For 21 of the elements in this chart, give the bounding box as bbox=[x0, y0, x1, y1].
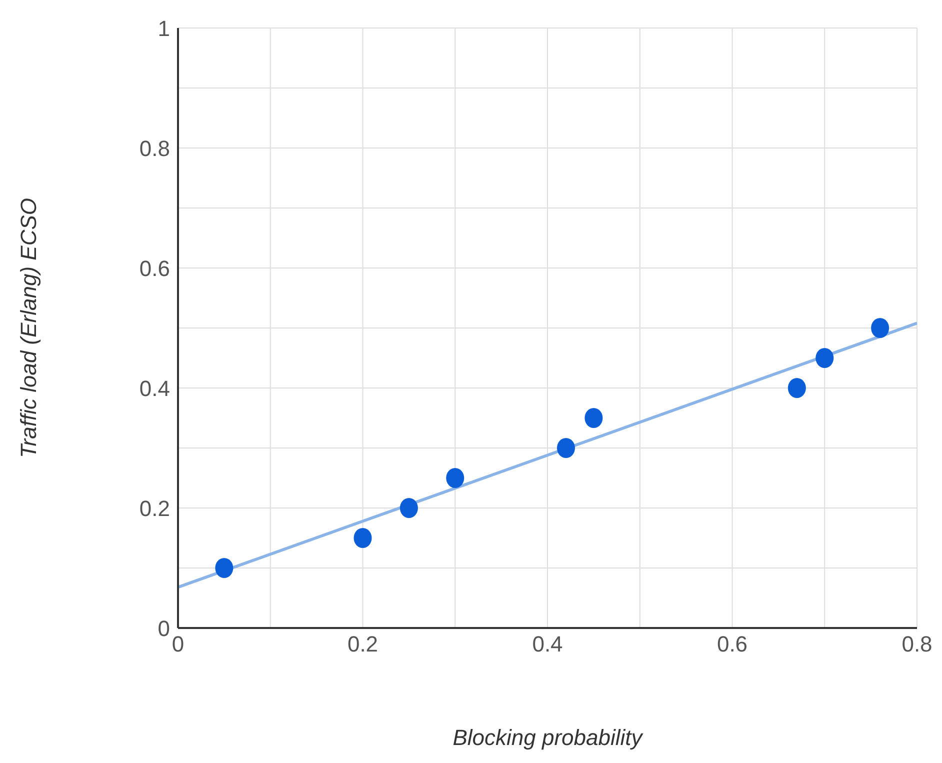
point bbox=[215, 558, 234, 578]
y-axis-title: Traffic load (Erlang) ECSO bbox=[16, 198, 41, 458]
y-tick-label: 1 bbox=[158, 16, 170, 41]
x-axis-title: Blocking probability bbox=[452, 725, 644, 750]
x-tick-label: 0.2 bbox=[347, 632, 378, 657]
point bbox=[400, 498, 418, 518]
y-tick-label: 0.6 bbox=[139, 256, 170, 281]
x-tick-label: 0.6 bbox=[716, 632, 748, 657]
point bbox=[354, 528, 372, 548]
y-tick-label: 0.8 bbox=[139, 136, 170, 161]
x-tick-label: 0.4 bbox=[532, 632, 563, 657]
y-tick-label: 0.2 bbox=[139, 496, 170, 521]
point bbox=[556, 438, 575, 458]
point bbox=[788, 378, 806, 398]
point bbox=[584, 408, 603, 428]
y-tick-label: 0 bbox=[158, 616, 170, 641]
point bbox=[446, 468, 464, 488]
x-tick-label: 0.8 bbox=[902, 632, 932, 657]
point bbox=[816, 348, 834, 368]
point bbox=[871, 318, 890, 338]
y-tick-label: 0.4 bbox=[139, 376, 170, 401]
